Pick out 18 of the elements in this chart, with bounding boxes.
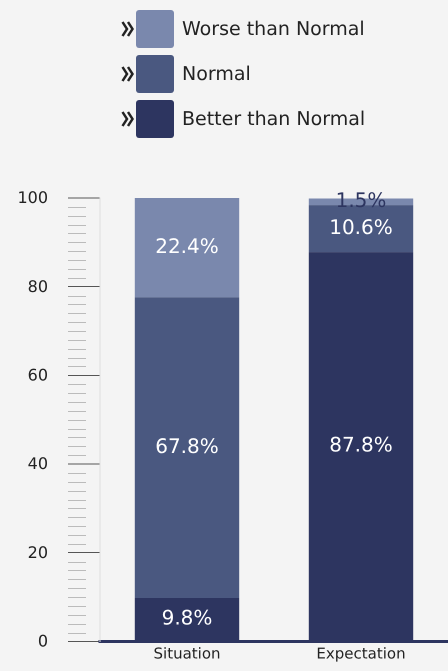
- legend-label: Better than Normal: [182, 108, 366, 130]
- x-tick-label: Expectation: [316, 644, 406, 662]
- y-tick-label: 100: [17, 188, 48, 208]
- y-tick-label: 40: [28, 454, 48, 474]
- data-label: 87.8%: [329, 432, 393, 457]
- x-tick-label: Situation: [153, 644, 221, 662]
- data-label: 9.8%: [162, 606, 212, 630]
- y-tick-label: 60: [28, 366, 48, 385]
- legend-label: Worse than Normal: [182, 18, 365, 40]
- bar: [134, 297, 240, 598]
- legend-label: Normal: [182, 63, 251, 85]
- data-label: 67.8%: [155, 434, 219, 458]
- data-label: 22.4%: [155, 234, 219, 258]
- y-tick-label: 80: [28, 276, 48, 296]
- y-tick-label: 0: [38, 632, 48, 651]
- data-label: 10.6%: [329, 214, 393, 239]
- bar: [134, 198, 240, 298]
- y-tick-label: 20: [28, 542, 48, 562]
